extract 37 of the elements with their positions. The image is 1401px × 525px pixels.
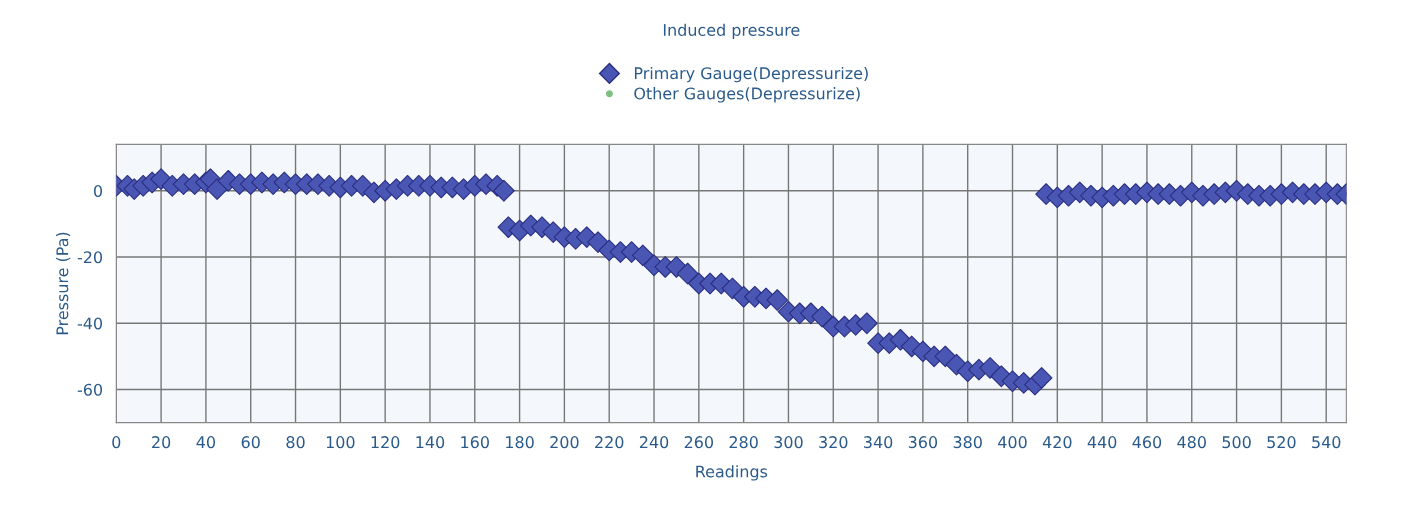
x-tick-label: 360 — [908, 436, 938, 449]
x-tick-label: 220 — [595, 436, 624, 449]
x-tick-label: 60 — [241, 436, 260, 449]
x-tick-label: 260 — [684, 436, 714, 449]
x-tick-label: 420 — [1042, 436, 1072, 449]
y-tick-label: 0 — [93, 184, 103, 198]
x-tick-label: 440 — [1087, 436, 1117, 449]
x-tick-label: 400 — [998, 436, 1027, 449]
x-tick-label: 460 — [1132, 436, 1162, 449]
x-tick-label: 0 — [112, 436, 121, 449]
x-tick-label: 480 — [1177, 436, 1206, 449]
x-tick-label: 80 — [286, 436, 305, 449]
x-tick-label: 120 — [371, 436, 400, 449]
chart-title: Induced pressure — [663, 23, 800, 40]
x-tick-label: 300 — [774, 436, 803, 449]
x-tick-label: 200 — [550, 436, 579, 449]
x-tick-label: 240 — [639, 436, 669, 449]
x-tick-label: 340 — [864, 436, 893, 449]
x-tick-label: 540 — [1312, 436, 1341, 449]
x-tick-label: 320 — [819, 436, 848, 449]
x-tick-label: 40 — [196, 436, 216, 449]
y-tick-label: -60 — [77, 383, 103, 396]
legend-label: Primary Gauge(Depressurize) — [634, 66, 868, 83]
x-tick-label: 520 — [1267, 436, 1296, 449]
y-tick-label: -20 — [77, 251, 103, 264]
x-tick-label: 500 — [1222, 436, 1251, 449]
x-axis-title: Readings — [696, 465, 768, 481]
x-tick-label: 380 — [953, 436, 982, 449]
x-tick-label: 140 — [416, 436, 445, 449]
legend-label: Other Gauges(Depressurize) — [634, 87, 860, 103]
x-tick-label: 160 — [461, 436, 489, 449]
x-tick-label: 100 — [326, 436, 355, 449]
x-tick-label: 20 — [152, 436, 171, 449]
y-tick-label: -40 — [77, 317, 103, 330]
x-tick-label: 180 — [506, 436, 534, 449]
y-axis-title: Pressure (Pa) — [56, 232, 71, 335]
x-tick-label: 280 — [729, 436, 758, 449]
